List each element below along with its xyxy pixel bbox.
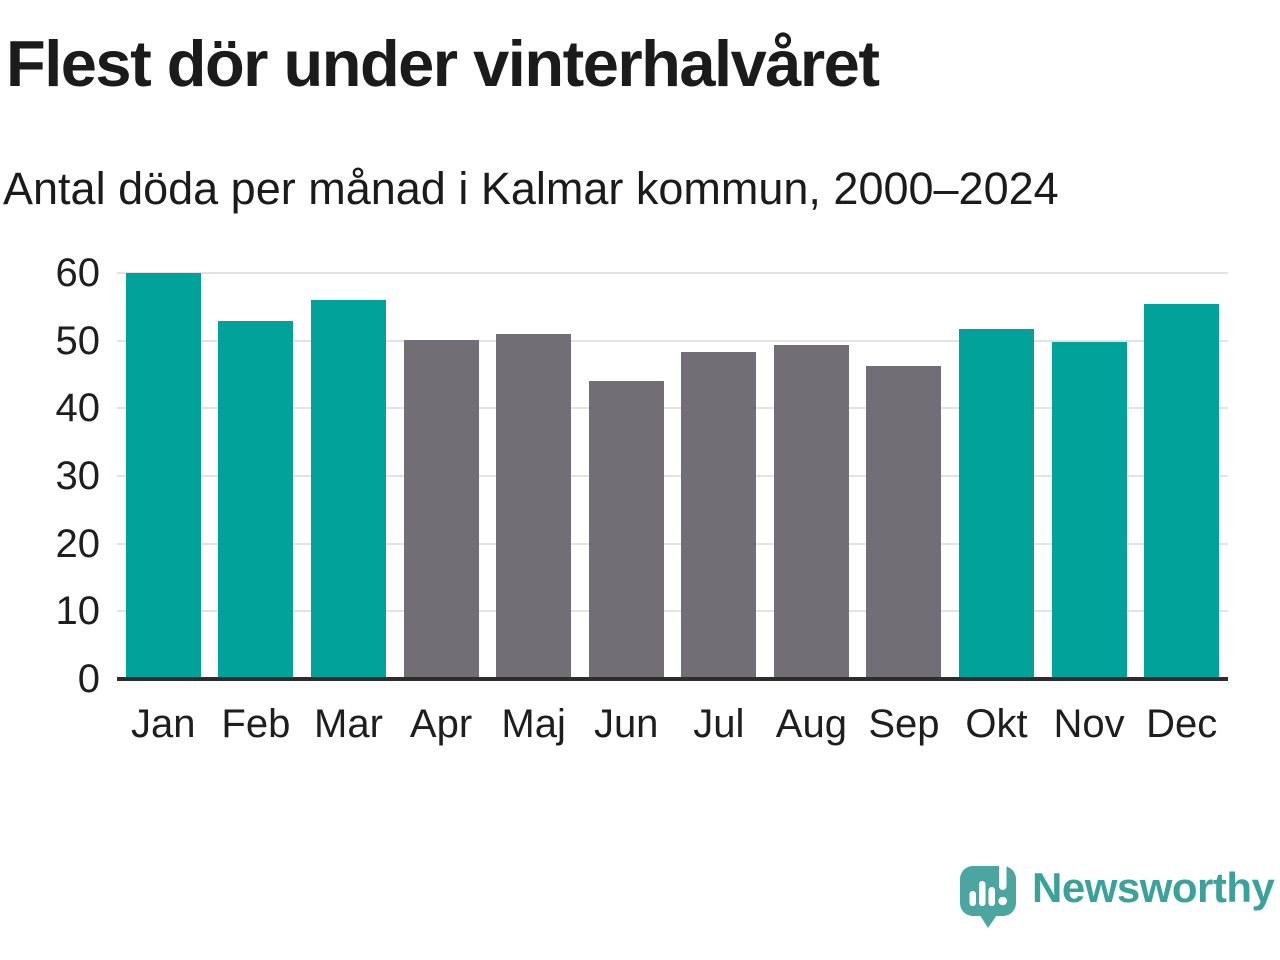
y-axis-labels: 0 10 20 30 40 50 60 [0,251,101,701]
gridline [117,272,1228,274]
bar-nov [1051,342,1127,679]
bar-okt [959,329,1035,679]
x-tick-label: Feb [221,702,291,746]
x-axis-labels: Jan Feb Mar Apr Maj Jun Jul Aug Sep Okt Nov Dec [117,702,1228,752]
brand-name: Newsworthy [1032,864,1275,911]
bar-jun [588,381,664,679]
x-tick-label: Apr [409,702,473,746]
x-tick-label: Maj [501,702,566,746]
x-tick-label: Jun [593,702,659,746]
gridline [117,610,1228,613]
bar-apr [403,340,479,679]
x-tick-label: Jan [131,702,196,746]
y-tick-label: 10 [55,589,101,634]
x-tick-label: Nov [1053,702,1125,746]
x-tick-label: Jul [693,702,745,746]
gridline [117,339,1228,342]
y-tick-label: 60 [55,251,101,295]
bar-dec [1144,304,1220,679]
x-tick-label: Mar [314,702,383,746]
bar-sep [866,365,942,679]
x-axis-line [117,677,1228,681]
y-tick-label: 20 [55,521,101,566]
gridline [117,407,1228,410]
y-tick-label: 0 [77,657,100,701]
bar-jul [681,351,757,679]
plot-area [117,272,1228,681]
bar-feb [218,321,294,679]
gridline [117,475,1228,477]
gridline [117,542,1228,545]
x-tick-label: Sep [868,702,940,746]
chart-title: Flest dör under vinterhalvåret [6,27,880,100]
brand-footer: Newsworthy [958,856,1280,936]
x-tick-label: Dec [1146,702,1218,746]
bar-aug [773,345,849,679]
bar-mar [310,300,386,679]
newsworthy-logo-icon [960,860,1016,928]
logo-bubble-tail [978,912,999,928]
y-tick-label: 50 [55,318,101,363]
logo-bubble [960,866,1016,916]
x-tick-label: Aug [775,702,847,746]
y-tick-label: 30 [55,454,101,498]
bar-maj [496,333,572,679]
chart-subtitle: Antal döda per månad i Kalmar kommun, 20… [3,163,1059,214]
y-tick-label: 40 [55,386,101,431]
x-tick-label: Okt [965,702,1028,746]
bar-jan [125,273,201,679]
